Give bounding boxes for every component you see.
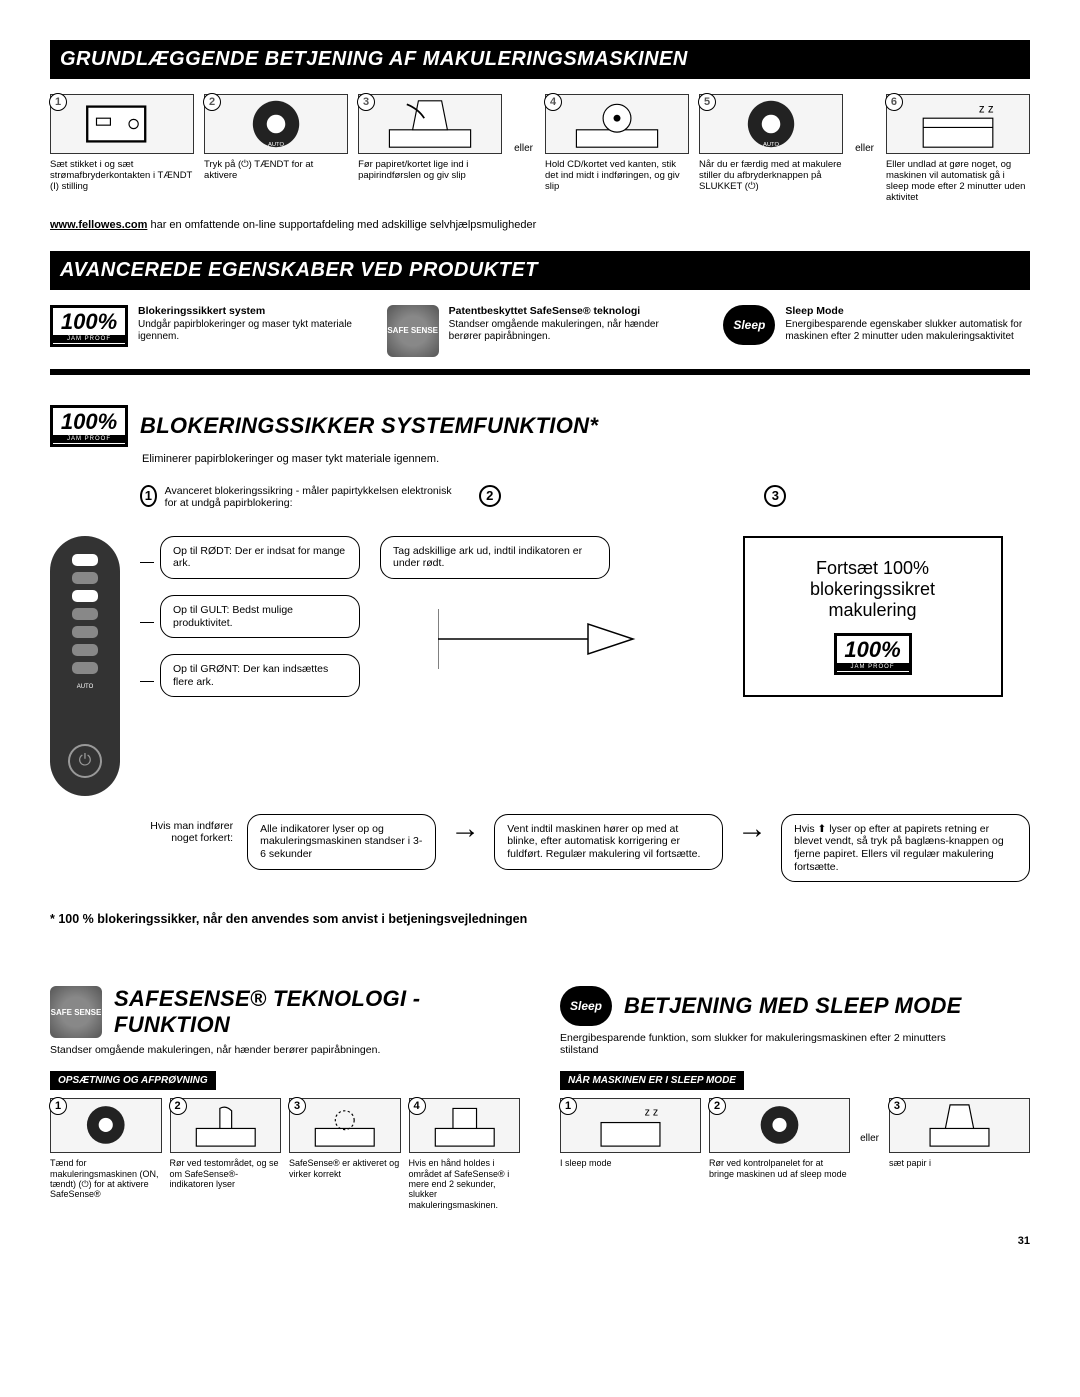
basic-step: 1 Sæt stikket i og sæt strømafbryderkont… [50, 94, 194, 193]
basic-step: 4 Hold CD/kortet ved kanten, stik det in… [545, 94, 689, 193]
jamproof-badge: 100%JAM PROOF [50, 305, 128, 347]
col2-bottom-box: Vent indtil maskinen hører op med at bli… [494, 814, 723, 870]
mini-step: 2Rør ved kontrolpanelet for at bringe ma… [709, 1098, 850, 1179]
sleep-title: BETJENING MED SLEEP MODE [624, 993, 962, 1019]
jam-subtitle: Eliminerer papirblokeringer og maser tyk… [142, 453, 1030, 465]
col3-box: Hvis ⬆ lyser op efter at papirets retnin… [781, 814, 1030, 882]
feature-sleep: Sleep Sleep ModeEnergibesparende egenska… [723, 305, 1030, 357]
sleep-mode-icon: z z [561, 1099, 700, 1152]
arrow-diagram [438, 599, 638, 679]
basic-steps-row: 1 Sæt stikket i og sæt strømafbryderkont… [50, 94, 1030, 204]
mini-step: 2Rør ved testområdet, og se om SafeSense… [170, 1098, 282, 1189]
sleep-bar: NÅR MASKINEN ER I SLEEP MODE [560, 1071, 744, 1090]
mini-step: 3SafeSense® er aktiveret og virker korre… [289, 1098, 401, 1179]
safesense-bar: OPSÆTNING OG AFPRØVNING [50, 1071, 216, 1090]
sleep-shredder-icon: z z [887, 95, 1029, 153]
active-icon [290, 1099, 400, 1152]
shredder-icon [51, 95, 193, 153]
continue-box: Fortsæt 100% blokeringssikret makulering… [743, 536, 1003, 697]
svg-text:z z: z z [979, 102, 994, 115]
hand-hold-icon [410, 1099, 520, 1152]
dial-icon [51, 1099, 161, 1152]
jam-section: 1Avanceret blokeringssikring - måler pap… [50, 485, 1030, 883]
feature-jamproof: 100%JAM PROOF Blokeringssikkert systemUn… [50, 305, 357, 357]
indicator-device: AUTO ⏻ [50, 536, 120, 796]
bottom-two-col: SAFE SENSE SAFESENSE® TEKNOLOGI - FUNKTI… [50, 966, 1030, 1210]
feature-safesense: SAFE SENSE Patentbeskyttet SafeSense® te… [387, 305, 694, 357]
safesense-badge: SAFE SENSE [387, 305, 439, 357]
green-indicator-box: Op til GRØNT: Der kan indsættes flere ar… [160, 654, 360, 697]
basic-step: 2 AUTO Tryk på (⏻) TÆNDT for at aktivere [204, 94, 348, 182]
svg-text:z z: z z [645, 1107, 659, 1119]
svg-text:AUTO: AUTO [268, 142, 284, 148]
support-link-line: www.fellowes.com har en omfattende on-li… [50, 219, 1030, 231]
paper-insert-icon [359, 95, 501, 153]
jam-section-title: BLOKERINGSSIKKER SYSTEMFUNKTION* [140, 413, 598, 439]
or-label: eller [514, 143, 533, 154]
col2-lead-box: Tag adskillige ark ud, indtil indikatore… [380, 536, 610, 579]
wrong-box: Alle indikatorer lyser op og makulerings… [247, 814, 436, 870]
arrow-icon: → [737, 814, 767, 844]
sleep-badge: Sleep [560, 986, 612, 1026]
wrong-label: Hvis man indfører noget forkert: [134, 814, 233, 844]
power-icon: ⏻ [68, 744, 102, 778]
support-url[interactable]: www.fellowes.com [50, 219, 147, 231]
red-indicator-box: Op til RØDT: Der er indsat for mange ark… [160, 536, 360, 579]
arrow-icon: → [450, 814, 480, 844]
basic-step: 5 AUTO Når du er færdig med at makulere … [699, 94, 843, 193]
page-number: 31 [50, 1235, 1030, 1247]
dial-icon: AUTO [205, 95, 347, 153]
or-label: eller [860, 1133, 879, 1144]
mini-step: 4Hvis en hånd holdes i området af SafeSe… [409, 1098, 521, 1210]
features-row: 100%JAM PROOF Blokeringssikkert systemUn… [50, 305, 1030, 375]
or-label: eller [855, 143, 874, 154]
touch-panel-icon [710, 1099, 849, 1152]
mini-step: 1z zI sleep mode [560, 1098, 701, 1168]
mini-step: 3sæt papir i [889, 1098, 1030, 1168]
safesense-section: SAFE SENSE SAFESENSE® TEKNOLOGI - FUNKTI… [50, 966, 520, 1210]
sleep-sub: Energibesparende funktion, som slukker f… [560, 1032, 980, 1056]
svg-text:AUTO: AUTO [763, 142, 779, 148]
header-basic: GRUNDLÆGGENDE BETJENING AF MAKULERINGSMA… [50, 40, 1030, 79]
jam-title-row: 100%JAM PROOF BLOKERINGSSIKKER SYSTEMFUN… [50, 405, 1030, 447]
safesense-title: SAFESENSE® TEKNOLOGI - FUNKTION [114, 986, 520, 1038]
mini-step: 1Tænd for makuleringsmaskinen (ON, tændt… [50, 1098, 162, 1199]
jam-footnote: * 100 % blokeringssikker, når den anvend… [50, 912, 1030, 926]
touch-icon [171, 1099, 281, 1152]
safesense-sub: Standser omgående makuleringen, når hænd… [50, 1044, 470, 1056]
basic-step: 3 Før papiret/kortet lige ind i papirind… [358, 94, 502, 182]
dial-off-icon: AUTO [700, 95, 842, 153]
basic-step: 6 z z Eller undlad at gøre noget, og mas… [886, 94, 1030, 204]
insert-paper-icon [890, 1099, 1029, 1152]
sleep-badge: Sleep [723, 305, 775, 345]
jamproof-badge: 100%JAM PROOF [50, 405, 128, 447]
sleep-section: Sleep BETJENING MED SLEEP MODE Energibes… [560, 966, 1030, 1210]
header-advanced: AVANCEREDE EGENSKABER VED PRODUKTET [50, 251, 1030, 290]
cd-insert-icon [546, 95, 688, 153]
yellow-indicator-box: Op til GULT: Bedst mulige produktivitet. [160, 595, 360, 638]
safesense-badge: SAFE SENSE [50, 986, 102, 1038]
